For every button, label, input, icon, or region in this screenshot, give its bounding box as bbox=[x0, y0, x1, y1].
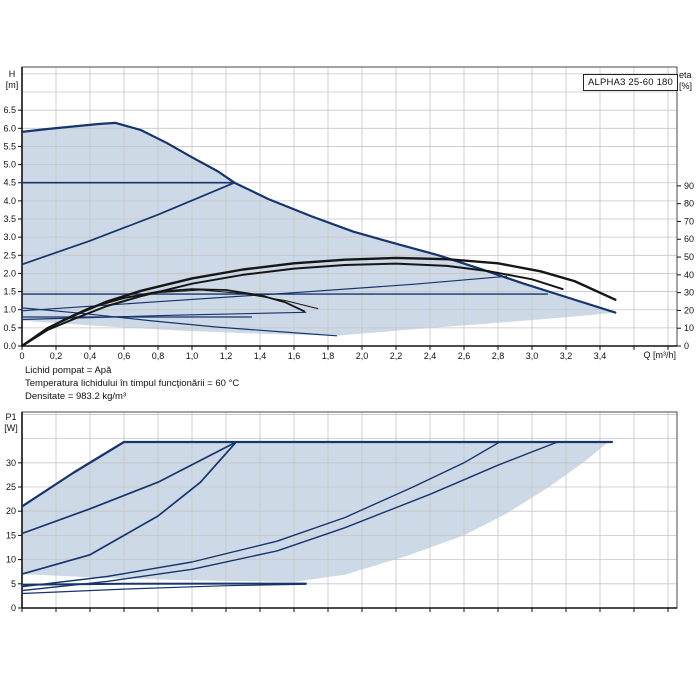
min-speed-curve bbox=[21, 307, 338, 337]
hq-chart-y2-tick-label: 50 bbox=[684, 252, 694, 262]
hq-chart-x-tick-label: 2,4 bbox=[424, 351, 437, 361]
power-axis-symbol: P1 bbox=[5, 412, 17, 422]
hq-chart-x-tick-label: 1,2 bbox=[220, 351, 233, 361]
efficiency-axis-unit: eta [%] bbox=[679, 70, 699, 92]
head-axis-unit: H [m] bbox=[3, 69, 21, 91]
hq-chart-x-tick-label: 2,0 bbox=[356, 351, 369, 361]
hq-chart-y-tick-label: 2.5 bbox=[3, 250, 16, 260]
hq-chart-y-tick-label: 5.0 bbox=[3, 160, 16, 170]
pp1-power-curve bbox=[21, 583, 307, 595]
hq-chart-x-tick-label: 0,4 bbox=[84, 351, 97, 361]
pp1-curve bbox=[21, 311, 307, 321]
power-axis-units: [W] bbox=[4, 423, 18, 433]
hq-chart-x-tick-label: 0,8 bbox=[152, 351, 165, 361]
hq-chart-x-tick-label: 3,2 bbox=[560, 351, 573, 361]
eta-min2-curve bbox=[115, 289, 319, 310]
hq-chart-y-tick-label: 6.5 bbox=[3, 105, 16, 115]
eta-max2-curve bbox=[21, 262, 564, 347]
hq-chart-y2-tick-label: 60 bbox=[684, 234, 694, 244]
fluid-density-line: Densitate = 983.2 kg/m³ bbox=[25, 391, 127, 403]
hq-chart-x-tick-label: 2,2 bbox=[390, 351, 403, 361]
hq-chart-x-tick-label: 0,6 bbox=[118, 351, 131, 361]
cp3-power-curve bbox=[21, 441, 238, 535]
power-chart-y-tick-label: 15 bbox=[6, 530, 16, 540]
max-speed-power-curve bbox=[20, 440, 614, 508]
pump-model-title-box: ALPHA3 25-60 180 bbox=[583, 74, 678, 91]
pp3-curve bbox=[21, 181, 236, 266]
head-axis-units: [m] bbox=[5, 80, 19, 90]
hq-chart-y-tick-label: 4.0 bbox=[3, 196, 16, 206]
hq-chart-x-tick-label: 1,4 bbox=[254, 351, 267, 361]
pp3-power-curve bbox=[21, 441, 238, 575]
power-chart-y-tick-label: 10 bbox=[6, 555, 16, 565]
pp2-power-curve bbox=[21, 441, 559, 592]
hq-chart-y-tick-label: 1.5 bbox=[3, 287, 16, 297]
hq-chart: 0 0,2 0,4 0,6 0,8 1,0 1,2 1,4 1,6 1,8 2,0 2,2 2,4 2,6… bbox=[3, 66, 694, 361]
hq-chart-x-tick-label: 3,4 bbox=[594, 351, 607, 361]
hq-chart-y2-tick-label: 30 bbox=[684, 288, 694, 298]
hq-chart-x-tick-label: 0 bbox=[19, 351, 24, 361]
hq-chart-x-tick-label: 0,2 bbox=[50, 351, 63, 361]
efficiency-axis-units: [%] bbox=[679, 81, 693, 91]
fluid-type-line: Lichid pompat = Apă bbox=[25, 365, 112, 376]
power-chart-y-tick-label: 0 bbox=[11, 603, 16, 613]
hq-chart-y-tick-label: 3.0 bbox=[3, 232, 16, 242]
hq-chart-y2-tick-label: 20 bbox=[684, 305, 694, 315]
hq-chart-y-tick-label: 3.5 bbox=[3, 214, 16, 224]
hq-chart-y2-tick-label: 40 bbox=[684, 270, 694, 280]
hq-chart-y-tick-label: 6.0 bbox=[3, 123, 16, 133]
efficiency-axis-symbol: eta bbox=[679, 70, 692, 80]
hq-chart-y-tick-label: 5.5 bbox=[3, 141, 16, 151]
hq-chart-y2-tick-label: 80 bbox=[684, 199, 694, 209]
hq-chart-y2-tick-label: 0 bbox=[684, 341, 689, 351]
power-chart-y-tick-label: 30 bbox=[6, 458, 16, 468]
pump-model-title: ALPHA3 25-60 180 bbox=[587, 77, 674, 88]
hq-chart-y-tick-label: 0.5 bbox=[3, 323, 16, 333]
hq-chart-y-tick-label: 0.0 bbox=[3, 341, 16, 351]
hq-chart-y-tick-label: 4.5 bbox=[3, 178, 16, 188]
hq-chart-x-tick-label: 3,0 bbox=[526, 351, 539, 361]
hq-chart-y2-tick-label: 10 bbox=[684, 323, 694, 333]
fluid-info-block: Lichid pompat = Apă Temperatura lichidul… bbox=[25, 364, 239, 404]
hq-chart-x-tick-label: 1,8 bbox=[322, 351, 335, 361]
power-chart-y-tick-label: 5 bbox=[11, 579, 16, 589]
hq-chart-x-tick-label: 2,8 bbox=[492, 351, 505, 361]
power-chart-y-tick-label: 25 bbox=[6, 482, 16, 492]
power-chart: 0 5 10 15 20 25 30 bbox=[6, 411, 678, 613]
power-chart-y-tick-label: 20 bbox=[6, 506, 16, 516]
hq-chart-y-tick-label: 2.0 bbox=[3, 268, 16, 278]
flow-axis-label: Q [m³/h] bbox=[643, 350, 676, 360]
hq-chart-y2-tick-label: 90 bbox=[684, 181, 694, 191]
min-speed-power-curve bbox=[21, 582, 307, 586]
hq-chart-x-tick-label: 1,0 bbox=[186, 351, 199, 361]
hq-chart-x-tick-label: 2,6 bbox=[458, 351, 471, 361]
cp2-power-curve bbox=[21, 441, 501, 588]
hq-chart-y-tick-label: 1.0 bbox=[3, 305, 16, 315]
hq-chart-x-tick-label: 1,6 bbox=[288, 351, 301, 361]
fluid-temperature-line: Temperatura lichidului în timpul funcţio… bbox=[25, 378, 240, 390]
hq-chart-y2-tick-label: 70 bbox=[684, 216, 694, 226]
power-axis-unit: P1 [W] bbox=[2, 412, 20, 434]
head-axis-symbol: H bbox=[8, 69, 16, 79]
